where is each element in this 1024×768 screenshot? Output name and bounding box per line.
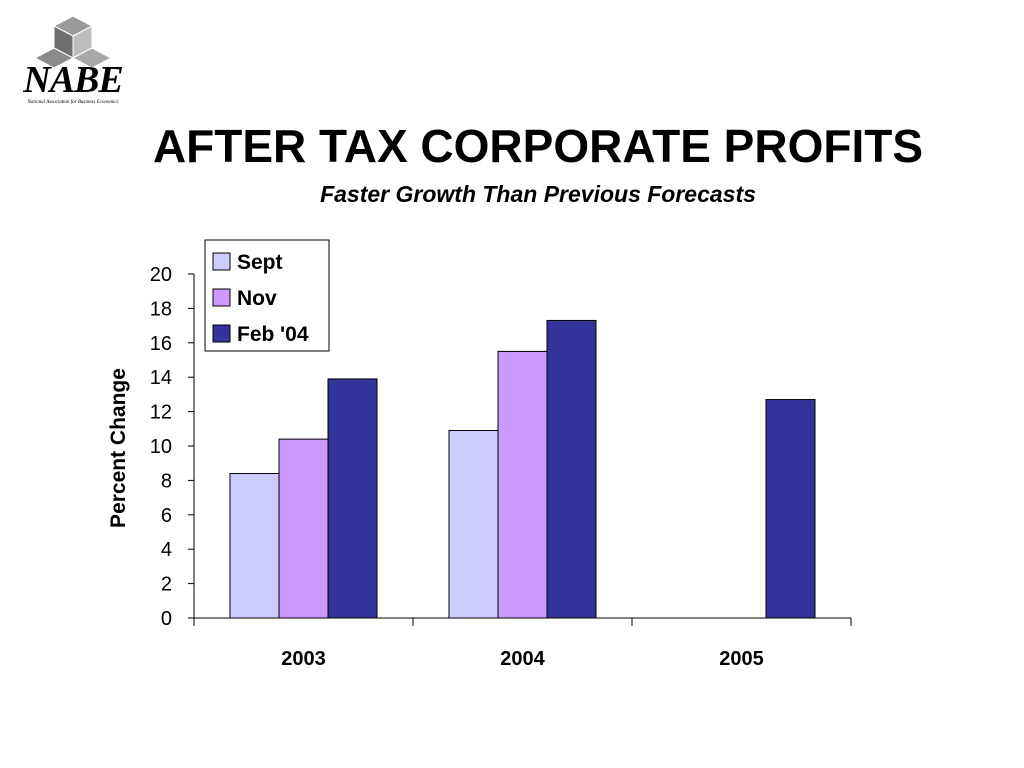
y-tick-label: 4 — [161, 539, 172, 561]
legend-label: Sept — [237, 251, 283, 274]
y-tick-label: 16 — [150, 333, 172, 355]
x-tick-label: 2005 — [719, 648, 764, 670]
x-tick-label: 2003 — [281, 648, 326, 670]
page-subtitle: Faster Growth Than Previous Forecasts — [320, 181, 756, 207]
y-tick-label: 0 — [161, 608, 172, 630]
x-tick-label: 2004 — [500, 648, 545, 670]
y-tick-label: 14 — [150, 367, 172, 389]
bar-2004-nov — [497, 350, 548, 619]
legend-label: Nov — [237, 287, 277, 310]
y-tick-label: 8 — [161, 470, 172, 492]
bar-2004-sept — [448, 430, 499, 619]
bar-2003-sept — [229, 473, 280, 619]
logo-text: NABE — [23, 59, 123, 101]
bar-2003-feb04 — [327, 378, 378, 619]
y-tick-label: 6 — [161, 505, 172, 527]
legend-label: Feb '04 — [237, 323, 309, 346]
bar-2003-nov — [278, 438, 329, 619]
y-axis-title: Percent Change — [107, 368, 130, 528]
y-tick-label: 12 — [150, 402, 172, 424]
y-tick-label: 18 — [150, 298, 172, 320]
logo-subtext: National Association for Business Econom… — [27, 100, 119, 105]
logo-cube-icon — [33, 15, 113, 69]
y-tick-label: 10 — [150, 436, 172, 458]
y-tick-label: 2 — [161, 574, 172, 596]
nabe-logo: NABE National Association for Business E… — [14, 12, 132, 112]
legend-swatch-nov — [212, 288, 231, 307]
bar-2004-feb04 — [546, 319, 597, 619]
bar-2005-feb04 — [765, 399, 816, 619]
y-tick-label: 20 — [150, 264, 172, 286]
page-title: AFTER TAX CORPORATE PROFITS — [152, 120, 924, 172]
legend-swatch-feb04 — [212, 324, 231, 343]
legend-swatch-sept — [212, 252, 231, 271]
